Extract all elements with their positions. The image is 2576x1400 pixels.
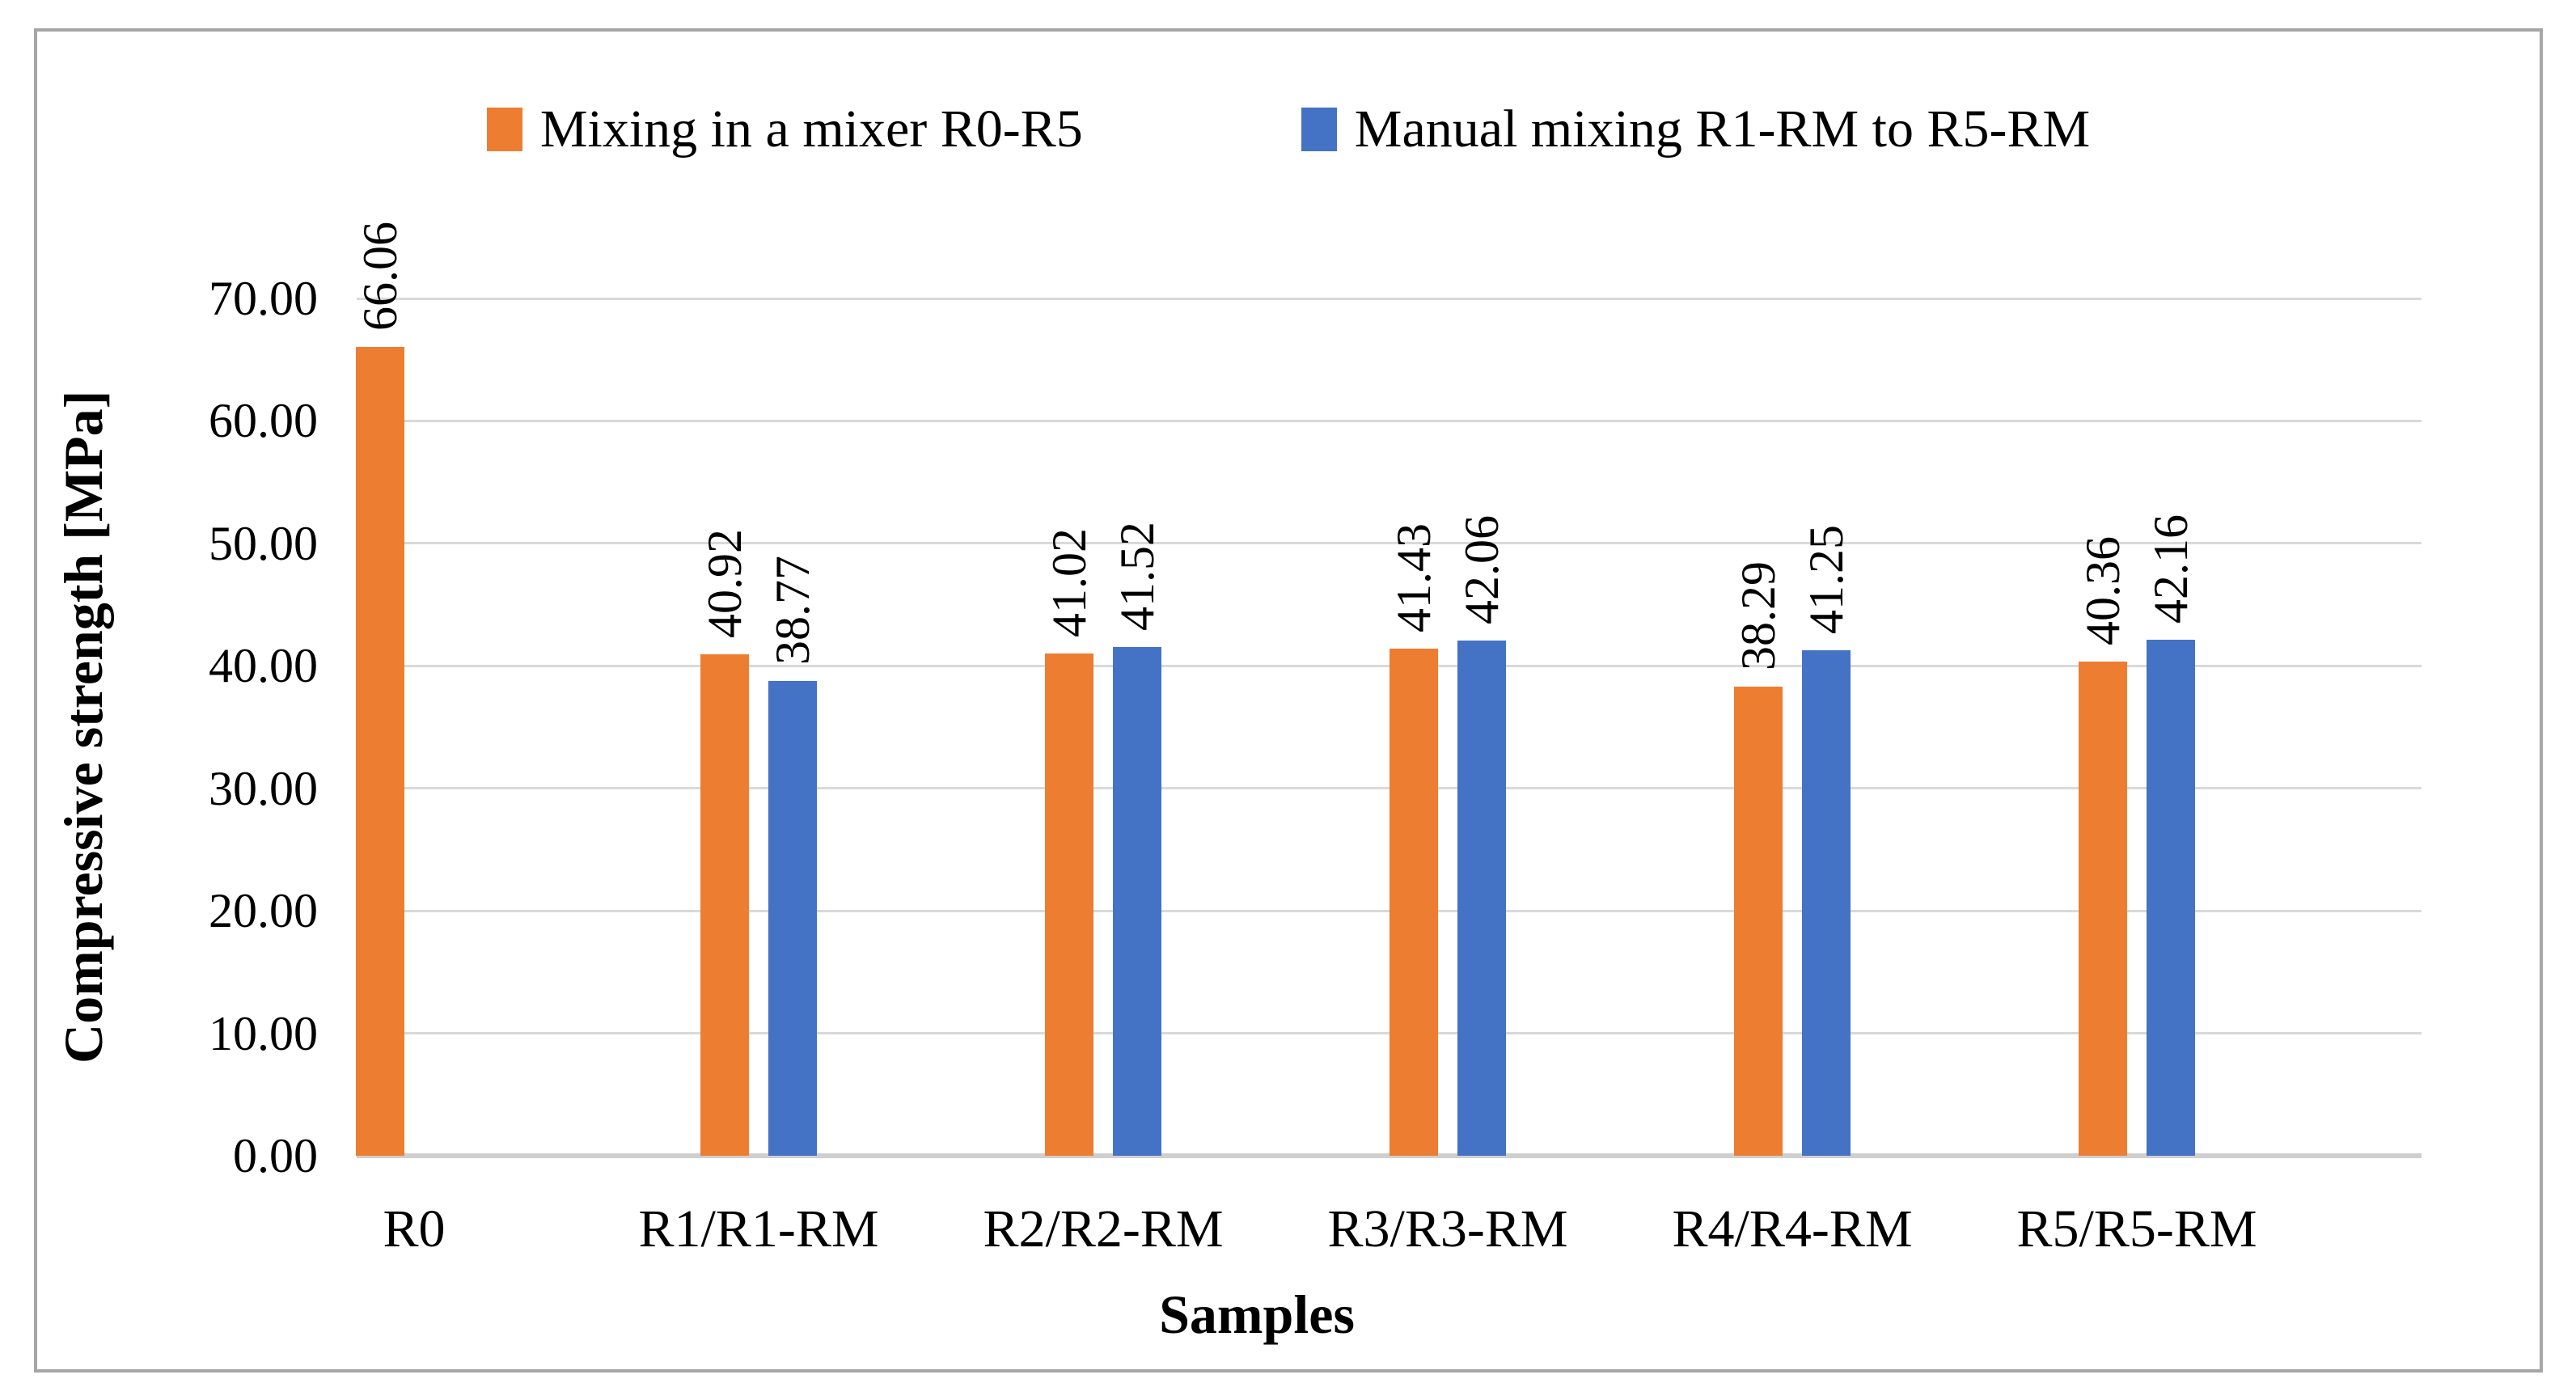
gridline: [357, 297, 2422, 300]
gridline: [357, 664, 2422, 667]
bar-r5-series1: [2079, 661, 2127, 1156]
bar-r3-series2: [1457, 641, 1506, 1156]
bar-data-label-text: 41.43: [1387, 522, 1440, 632]
bar-r0-series1: [356, 346, 404, 1156]
bar-data-label: 40.92: [692, 529, 757, 638]
bar-data-label: 42.06: [1449, 515, 1514, 624]
legend-swatch-manual-icon: [1301, 108, 1337, 151]
x-tick-label-r5: R5/R5-RM: [2016, 1199, 2257, 1258]
legend-swatch-mixer-icon: [486, 108, 522, 151]
bar-r2-series2: [1113, 647, 1161, 1156]
bar-r5-series2: [2147, 639, 2195, 1156]
bar-r1-series2: [768, 680, 817, 1156]
y-tick-label: 40.00: [209, 639, 318, 693]
bar-data-label: 38.77: [760, 556, 825, 665]
bar-data-label: 41.25: [1794, 525, 1859, 634]
legend-item-mixer: Mixing in a mixer R0-R5: [486, 99, 1083, 159]
x-tick-label-r0: R0: [383, 1199, 446, 1258]
y-tick-label: 50.00: [209, 516, 318, 570]
bar-data-label-text: 40.92: [698, 529, 751, 639]
bar-data-label: 41.02: [1037, 528, 1102, 637]
legend-item-manual: Manual mixing R1-RM to R5-RM: [1301, 103, 2090, 156]
gridline: [357, 787, 2422, 790]
bar-r2-series1: [1045, 653, 1093, 1156]
bar-data-label: 38.29: [1726, 561, 1791, 670]
bar-r1-series1: [700, 654, 749, 1156]
bar-data-label-text: 38.77: [766, 555, 819, 665]
bar-data-label-text: 38.29: [1732, 561, 1785, 671]
bar-r4-series1: [1734, 687, 1783, 1156]
bar-data-label-text: 42.16: [2144, 514, 2197, 624]
bar-data-label: 66.06: [348, 222, 412, 331]
gridline: [357, 1032, 2422, 1035]
y-tick-label: 60.00: [209, 394, 318, 448]
bar-data-label: 41.43: [1381, 523, 1446, 632]
bar-data-label-text: 41.52: [1110, 522, 1164, 632]
bar-data-label-text: 41.02: [1043, 527, 1096, 637]
x-axis-title: Samples: [1159, 1284, 1355, 1345]
x-axis-line: [357, 1153, 2422, 1158]
y-tick-label: 30.00: [209, 761, 318, 815]
y-tick-label: 70.00: [209, 272, 318, 325]
y-tick-label: 0.00: [233, 1129, 318, 1182]
bar-data-label-text: 40.36: [2076, 535, 2130, 645]
bar-data-label-text: 66.06: [353, 221, 407, 331]
y-tick-label: 20.00: [209, 884, 318, 938]
bar-r3-series1: [1390, 648, 1438, 1156]
bar-data-label: 40.36: [2071, 536, 2135, 645]
gridline: [357, 419, 2422, 422]
x-tick-label-r1: R1/R1-RM: [638, 1199, 879, 1258]
x-tick-label-r4: R4/R4-RM: [1672, 1199, 1913, 1258]
gridline: [357, 542, 2422, 545]
bar-data-label: 41.52: [1105, 522, 1170, 631]
legend-label-manual: Manual mixing R1-RM to R5-RM: [1354, 99, 2091, 159]
chart-outer-border: Mixing in a mixer R0-R5 Manual mixing R1…: [34, 28, 2543, 1373]
legend: Mixing in a mixer R0-R5 Manual mixing R1…: [37, 103, 2540, 156]
x-tick-label-r3: R3/R3-RM: [1327, 1199, 1568, 1258]
bar-data-label-text: 42.06: [1455, 515, 1508, 625]
bar-r4-series2: [1802, 650, 1851, 1156]
plot-area: 66.06 40.92 38.77 41.02 41.52 41.43 42.06 38.29…: [353, 222, 2422, 1158]
y-tick-label: 10.00: [209, 1006, 318, 1060]
x-tick-label-r2: R2/R2-RM: [983, 1199, 1224, 1258]
gridline: [357, 909, 2422, 912]
bar-data-label: 42.16: [2138, 514, 2203, 624]
legend-label-mixer: Mixing in a mixer R0-R5: [539, 99, 1083, 159]
bar-data-label-text: 41.25: [1800, 525, 1853, 635]
